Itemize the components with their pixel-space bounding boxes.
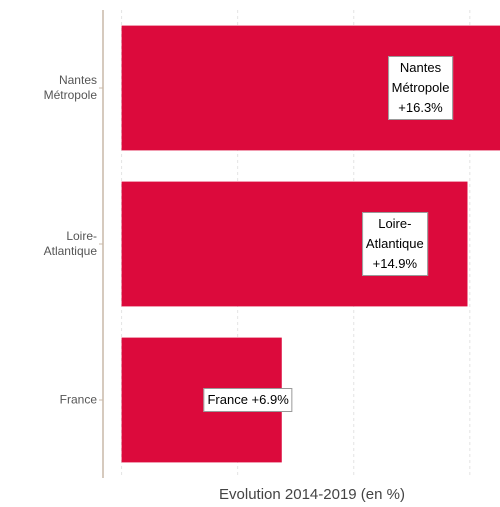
y-tick-label: Nantes Métropole xyxy=(43,73,97,102)
y-tick-label: France xyxy=(59,392,97,407)
x-axis-label: Evolution 2014-2019 (en %) xyxy=(219,486,405,503)
value-label: France +6.9% xyxy=(203,388,293,412)
value-label: Loire- Atlantique +14.9% xyxy=(361,212,428,276)
y-tick-label: Loire- Atlantique xyxy=(43,229,97,258)
value-label: Nantes Métropole +16.3% xyxy=(387,56,454,120)
